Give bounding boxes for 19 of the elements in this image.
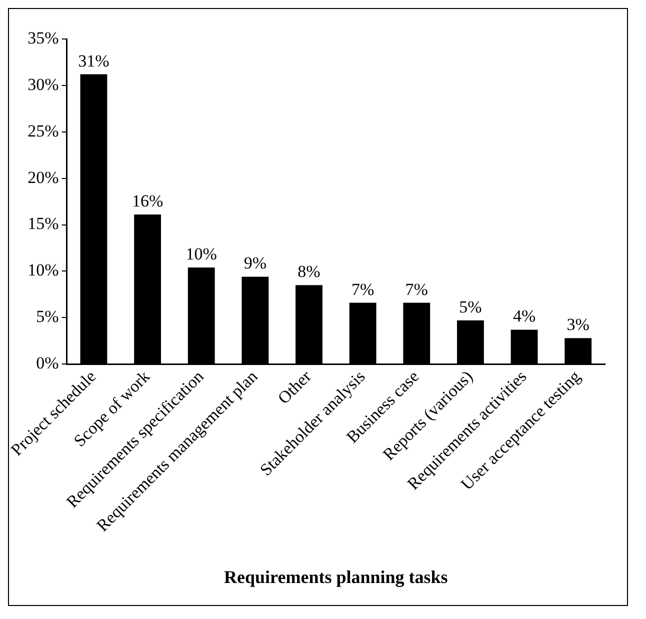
- data-label: 3%: [566, 315, 590, 334]
- data-label: 5%: [459, 297, 482, 316]
- data-label: 8%: [298, 262, 320, 282]
- data-label: 9%: [244, 254, 267, 273]
- y-tick-label: 25%: [28, 121, 59, 140]
- y-tick-label: 0%: [36, 354, 59, 373]
- data-label: 31%: [78, 51, 110, 70]
- data-label: 7%: [351, 280, 374, 299]
- y-tick-label: 10%: [28, 260, 59, 280]
- y-tick-label: 30%: [28, 74, 59, 94]
- data-label: 4%: [512, 306, 536, 326]
- y-tick-label: 35%: [28, 28, 59, 48]
- data-label: 16%: [132, 192, 164, 211]
- data-label: 10%: [186, 244, 217, 264]
- y-tick-label: 20%: [28, 168, 59, 187]
- x-axis-title: Requirements planning tasks: [224, 566, 448, 587]
- data-label: 7%: [405, 280, 428, 299]
- y-tick-label: 15%: [28, 214, 59, 234]
- y-tick-label: 5%: [36, 307, 59, 326]
